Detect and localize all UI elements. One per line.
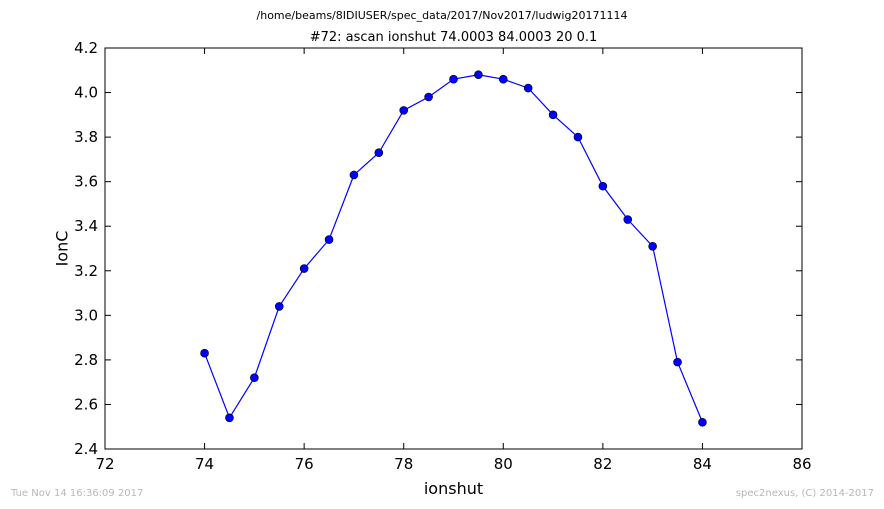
y-tick-label: 3.8 bbox=[74, 128, 98, 146]
plot-frame bbox=[104, 47, 803, 450]
x-tick-label: 80 bbox=[494, 455, 513, 473]
data-point bbox=[250, 373, 259, 383]
y-tick-label: 2.4 bbox=[74, 440, 98, 458]
y-tick-label: 3.0 bbox=[74, 306, 98, 324]
series-line bbox=[204, 74, 703, 423]
x-tick-label: 74 bbox=[195, 455, 214, 473]
data-point bbox=[474, 70, 483, 80]
file-path-title: /home/beams/8IDIUSER/spec_data/2017/Nov2… bbox=[256, 9, 628, 22]
data-point bbox=[274, 302, 284, 311]
y-tick-label: 3.6 bbox=[74, 173, 98, 191]
data-point bbox=[399, 106, 409, 115]
data-point bbox=[523, 83, 533, 93]
y-tick-label: 2.8 bbox=[74, 351, 98, 369]
y-axis-label: IonC bbox=[53, 231, 72, 267]
tick-layer: 72 74 76 78 80 82 84 86 2.4 2.6 2.8 3.0 3.2 3.4 3.6 3.8… bbox=[74, 39, 811, 473]
data-point bbox=[573, 132, 583, 142]
chart-title: #72: ascan ionshut 74.0003 84.0003 20 0.… bbox=[309, 30, 598, 45]
y-tick-label: 4.2 bbox=[74, 39, 98, 57]
x-tick-label: 78 bbox=[394, 455, 413, 473]
data-point bbox=[200, 348, 209, 358]
data-point bbox=[648, 241, 657, 251]
x-tick-label: 72 bbox=[95, 455, 114, 473]
data-point bbox=[449, 74, 458, 84]
data-point bbox=[349, 170, 359, 180]
credit-footer: spec2nexus, (C) 2014-2017 bbox=[735, 488, 874, 499]
data-point bbox=[424, 92, 433, 102]
data-point bbox=[548, 110, 558, 120]
data-point bbox=[623, 215, 633, 224]
data-point bbox=[299, 264, 309, 273]
data-point bbox=[225, 413, 234, 423]
series-layer bbox=[200, 70, 707, 427]
data-point bbox=[673, 357, 682, 367]
data-point bbox=[324, 235, 334, 244]
data-point bbox=[374, 148, 384, 158]
x-axis-label: ionshut bbox=[424, 479, 483, 498]
data-point bbox=[698, 417, 707, 427]
y-tick-label: 3.2 bbox=[74, 262, 98, 280]
x-tick-label: 84 bbox=[693, 455, 712, 473]
timestamp-footer: Tue Nov 14 16:36:09 2017 bbox=[11, 488, 144, 499]
x-tick-label: 76 bbox=[295, 455, 314, 473]
y-tick-label: 4.0 bbox=[74, 84, 98, 102]
data-point bbox=[498, 74, 508, 84]
y-tick-label: 2.6 bbox=[74, 395, 98, 413]
y-tick-label: 3.4 bbox=[74, 217, 98, 235]
x-tick-label: 86 bbox=[792, 455, 811, 473]
x-tick-label: 82 bbox=[593, 455, 612, 473]
data-point bbox=[598, 181, 608, 191]
